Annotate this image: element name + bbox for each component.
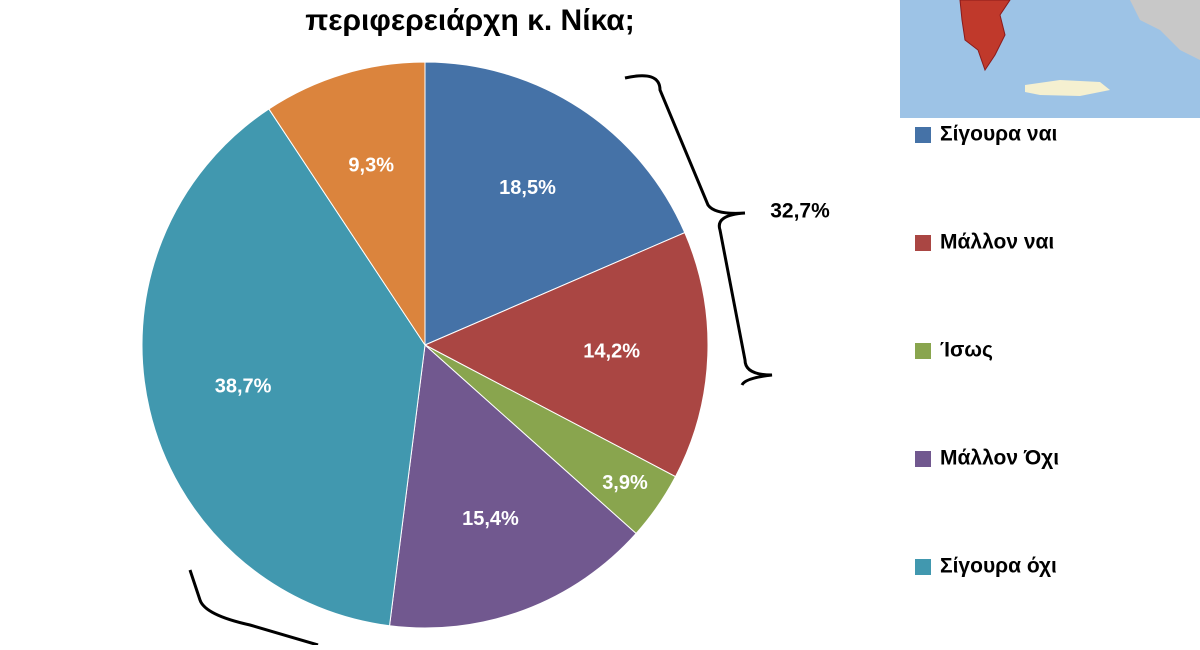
data-label: 9,3% xyxy=(348,154,394,176)
pie-slice xyxy=(388,343,637,629)
data-label: 14,2% xyxy=(583,340,640,362)
data-label: 38,7% xyxy=(215,376,272,398)
chart-title: περιφερειάρχη κ. Νίκα; xyxy=(305,4,634,37)
legend-label: Μάλλον ναι xyxy=(940,231,1054,254)
map-island xyxy=(1025,80,1110,96)
annotation: 32,7% xyxy=(770,200,830,223)
legend-swatch xyxy=(915,127,931,143)
data-label: 18,5% xyxy=(499,177,556,199)
data-label: 3,9% xyxy=(602,472,648,494)
legend-label: Σίγουρα όχι xyxy=(940,555,1057,578)
legend-label: Σίγουρα ναι xyxy=(940,123,1057,146)
data-label: 15,4% xyxy=(462,508,519,530)
map-inset xyxy=(900,0,1200,118)
map-region xyxy=(959,0,1011,72)
bracket xyxy=(624,74,773,386)
pie-slice xyxy=(424,61,686,346)
legend-swatch xyxy=(915,451,931,467)
pie-slice xyxy=(423,231,709,478)
pie-slice xyxy=(268,61,426,347)
legend-label: Ίσως xyxy=(940,339,993,362)
legend-label: Μάλλον Όχι xyxy=(940,447,1059,470)
map-land xyxy=(1130,0,1200,60)
legend-swatch xyxy=(915,235,931,251)
legend-swatch xyxy=(915,343,931,359)
legend-swatch xyxy=(915,559,931,575)
bracket xyxy=(188,569,319,647)
